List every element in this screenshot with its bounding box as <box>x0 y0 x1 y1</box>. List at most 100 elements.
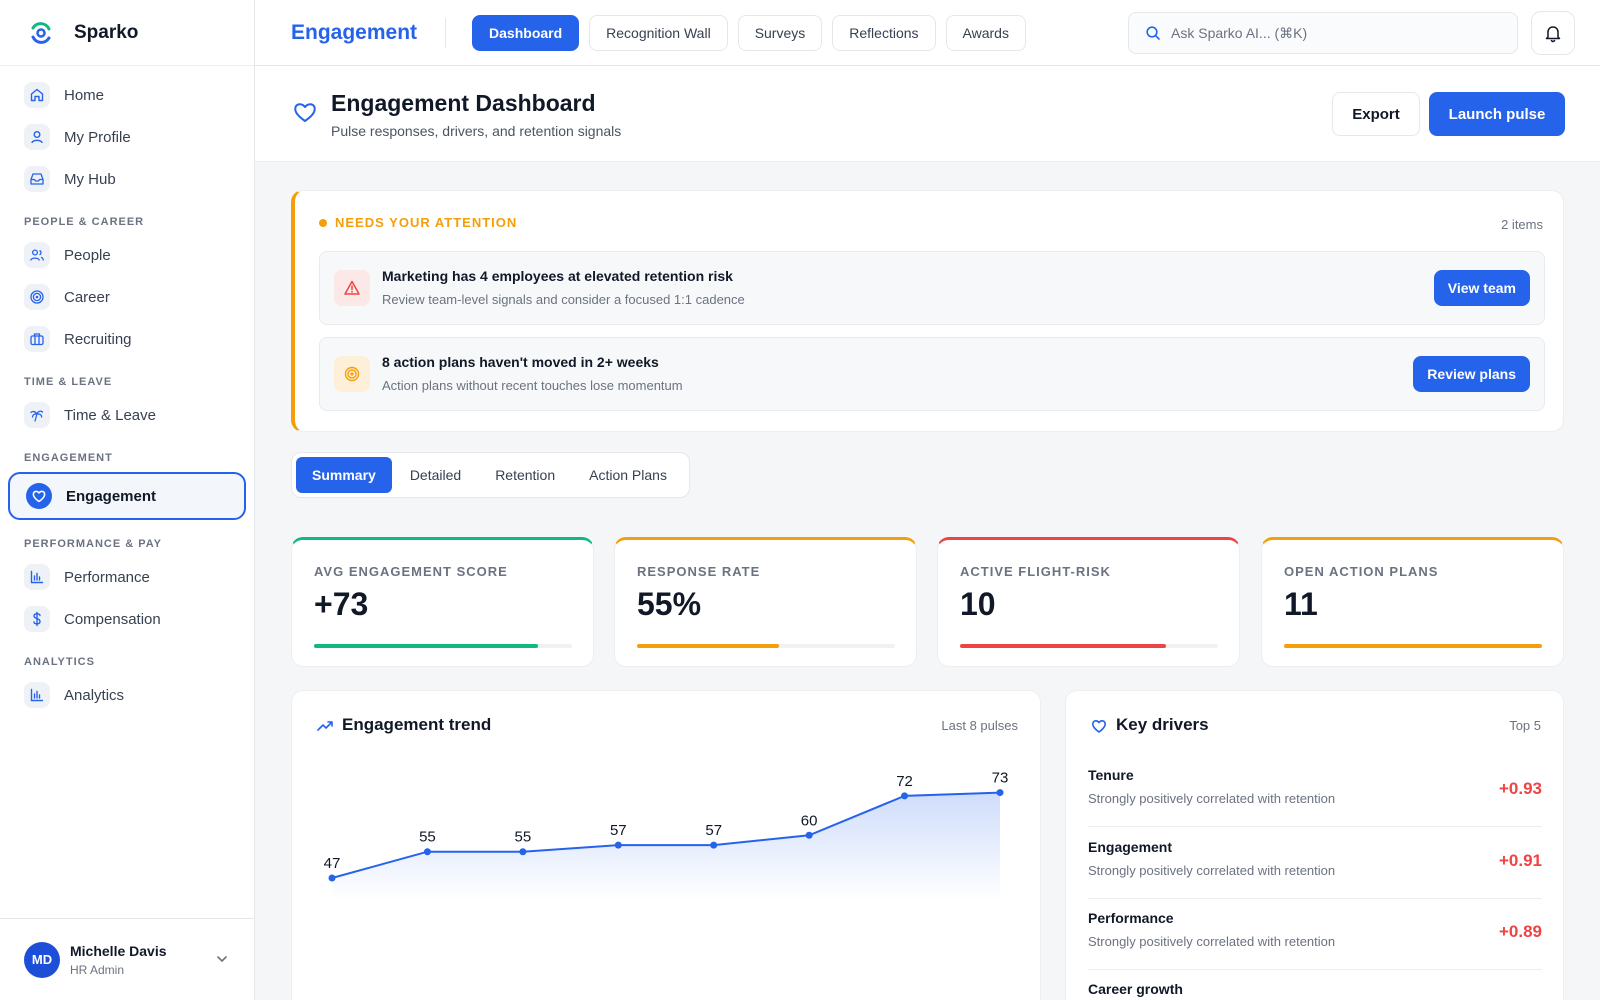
sidebar-item-recruiting[interactable]: Recruiting <box>8 318 246 360</box>
trend-data-label: 72 <box>896 773 913 790</box>
kpi-value: 10 <box>960 586 996 622</box>
sidebar-item-compensation[interactable]: Compensation <box>8 598 246 640</box>
sidebar-item-my-hub[interactable]: My Hub <box>8 158 246 200</box>
page-header: Engagement Dashboard Pulse responses, dr… <box>255 66 1600 162</box>
attention-item: 8 action plans haven't moved in 2+ weeks… <box>319 337 1545 411</box>
sidebar-item-people[interactable]: People <box>8 234 246 276</box>
sidebar-item-label: Time & Leave <box>64 406 156 424</box>
segment-summary[interactable]: Summary <box>296 457 392 493</box>
alert-triangle-icon <box>334 270 370 306</box>
brand-name: Sparko <box>74 21 139 43</box>
export-button[interactable]: Export <box>1332 92 1420 136</box>
search-box[interactable] <box>1128 12 1518 54</box>
search-icon <box>1146 26 1160 40</box>
segment-retention[interactable]: Retention <box>495 467 556 483</box>
attention-item-subtitle: Review team-level signals and consider a… <box>382 292 745 307</box>
sidebar-item-career[interactable]: Career <box>8 276 246 318</box>
trend-point[interactable] <box>710 841 718 849</box>
trend-point[interactable] <box>423 848 431 856</box>
sidebar-item-performance[interactable]: Performance <box>8 556 246 598</box>
card-title: Key drivers <box>1116 715 1209 734</box>
trend-data-label: 57 <box>610 822 627 839</box>
sidebar-item-label: Recruiting <box>64 330 132 348</box>
sparko-logo-icon <box>31 21 51 44</box>
target-icon <box>334 356 370 392</box>
trend-data-label: 47 <box>324 855 341 872</box>
kpi-progress-fill <box>960 644 1167 648</box>
sidebar-item-label: My Hub <box>64 170 116 188</box>
kpi-value: +73 <box>314 586 369 622</box>
home-icon <box>24 82 50 108</box>
driver-row[interactable]: Tenure Strongly positively correlated wi… <box>1088 755 1542 827</box>
kpi-card-open-action-plans: OPEN ACTION PLANS 11 <box>1261 537 1564 667</box>
palm-tree-icon <box>24 402 50 428</box>
trend-data-label: 57 <box>705 822 722 839</box>
kpi-progress-track <box>637 644 895 648</box>
dollar-icon <box>24 606 50 632</box>
tab-awards[interactable]: Awards <box>945 14 1026 51</box>
attention-item: Marketing has 4 employees at elevated re… <box>319 251 1545 325</box>
brand[interactable]: Sparko <box>0 0 254 66</box>
sidebar-item-engagement[interactable]: Engagement <box>8 472 246 520</box>
sidebar-item-label: Performance <box>64 568 150 586</box>
trend-point[interactable] <box>614 841 622 849</box>
trend-data-label: 55 <box>515 829 532 846</box>
launch-pulse-button[interactable]: Launch pulse <box>1429 92 1565 136</box>
driver-row[interactable]: Engagement Strongly positively correlate… <box>1088 827 1542 899</box>
user-menu[interactable]: MD Michelle Davis HR Admin <box>0 918 254 1000</box>
notifications-button[interactable] <box>1531 11 1575 55</box>
trend-point[interactable] <box>805 831 813 839</box>
chevron-down-icon[interactable] <box>214 951 230 967</box>
trend-point[interactable] <box>901 792 909 800</box>
kpi-card-avg-engagement: AVG ENGAGEMENT SCORE +73 <box>291 537 594 667</box>
page-subtitle: Pulse responses, drivers, and retention … <box>331 123 622 139</box>
nav-section-performance-pay: PERFORMANCE & PAY <box>24 538 163 550</box>
driver-row[interactable]: Performance Strongly positively correlat… <box>1088 898 1542 970</box>
engagement-trend-card: Engagement trend Last 8 pulses 47 55 55 57 5… <box>291 690 1041 1000</box>
tab-recognition-wall[interactable]: Recognition Wall <box>589 14 728 51</box>
view-segmented-control: Summary Detailed Retention Action Plans <box>291 452 690 498</box>
kpi-progress-fill <box>1284 644 1542 648</box>
tab-reflections[interactable]: Reflections <box>832 14 936 51</box>
kpi-label: ACTIVE FLIGHT-RISK <box>960 564 1111 579</box>
attention-header: NEEDS YOUR ATTENTION <box>319 215 517 230</box>
attention-title: NEEDS YOUR ATTENTION <box>335 215 518 230</box>
kpi-card-response-rate: RESPONSE RATE 55% <box>614 537 917 667</box>
driver-row[interactable]: Career growth <box>1088 969 1542 1000</box>
driver-description: Strongly positively correlated with rete… <box>1088 934 1336 949</box>
sidebar-nav: Home My Profile My Hub PEOPLE & CAREER P… <box>0 66 254 716</box>
key-drivers-card: Key drivers Top 5 Tenure Strongly positi… <box>1065 690 1564 1000</box>
sidebar-item-my-profile[interactable]: My Profile <box>8 116 246 158</box>
driver-name: Performance <box>1088 910 1174 926</box>
bar-chart-icon <box>24 564 50 590</box>
trend-point[interactable] <box>519 848 527 856</box>
kpi-value: 55% <box>637 586 702 622</box>
nav-section-time-leave: TIME & LEAVE <box>24 376 113 388</box>
user-icon <box>24 124 50 150</box>
users-icon <box>24 242 50 268</box>
tab-dashboard[interactable]: Dashboard <box>472 14 580 51</box>
tab-surveys[interactable]: Surveys <box>737 14 823 51</box>
sidebar-item-analytics[interactable]: Analytics <box>8 674 246 716</box>
trend-point[interactable] <box>328 874 336 882</box>
sidebar-item-label: My Profile <box>64 128 131 146</box>
search-input[interactable] <box>1171 25 1491 41</box>
sidebar-item-time-leave[interactable]: Time & Leave <box>8 394 246 436</box>
heart-icon <box>294 103 316 122</box>
topbar: Engagement Dashboard Recognition Wall Su… <box>255 0 1600 66</box>
avatar: MD <box>24 941 60 978</box>
review-plans-button[interactable]: Review plans <box>1413 356 1530 392</box>
kpi-progress-track <box>314 644 572 648</box>
driver-description: Strongly positively correlated with rete… <box>1088 791 1336 806</box>
segment-action-plans[interactable]: Action Plans <box>589 467 667 483</box>
view-team-button[interactable]: View team <box>1433 270 1530 306</box>
sidebar-item-home[interactable]: Home <box>8 74 246 116</box>
kpi-label: AVG ENGAGEMENT SCORE <box>314 564 508 579</box>
trend-point[interactable] <box>996 789 1004 797</box>
trending-up-icon <box>317 721 333 731</box>
sidebar-item-label: Analytics <box>64 686 125 704</box>
user-role: HR Admin <box>70 962 125 977</box>
kpi-label: RESPONSE RATE <box>637 564 761 579</box>
segment-detailed[interactable]: Detailed <box>409 467 462 483</box>
engagement-trend-chart: 47 55 55 57 57 60 72 73 <box>324 770 1008 901</box>
